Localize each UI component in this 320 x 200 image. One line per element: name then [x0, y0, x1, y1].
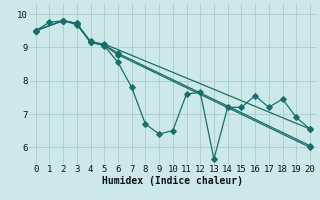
X-axis label: Humidex (Indice chaleur): Humidex (Indice chaleur) [102, 176, 243, 186]
